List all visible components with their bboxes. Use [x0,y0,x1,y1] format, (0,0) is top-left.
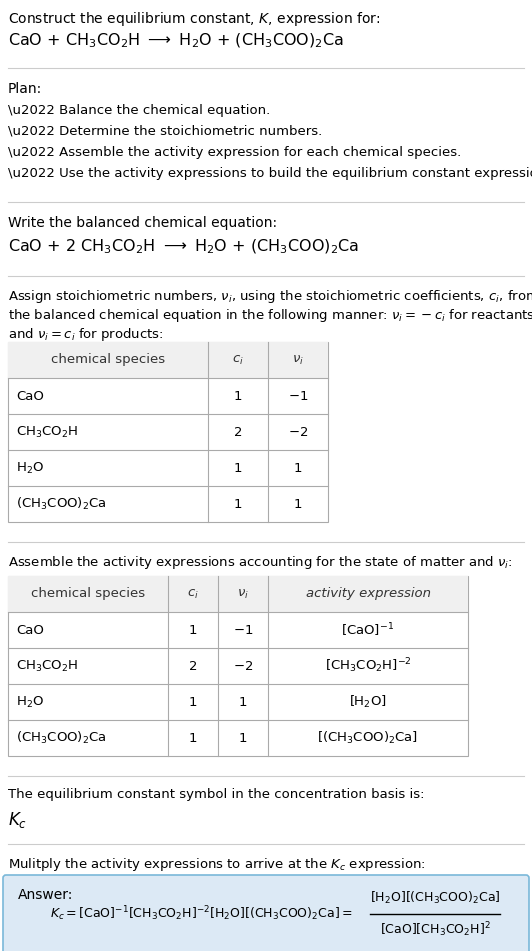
Text: $-2$: $-2$ [288,425,308,438]
Text: $c_i$: $c_i$ [232,354,244,366]
Text: \u2022 Balance the chemical equation.: \u2022 Balance the chemical equation. [8,104,270,117]
Text: $1$: $1$ [293,497,303,511]
Text: 1: 1 [189,695,197,708]
Bar [8,342,328,522]
Text: $-1$: $-1$ [233,624,253,636]
Text: 2: 2 [189,659,197,672]
Text: chemical species: chemical species [51,354,165,366]
Text: Write the balanced chemical equation:: Write the balanced chemical equation: [8,216,277,230]
Text: [CH$_3$CO$_2$H]$^{-2}$: [CH$_3$CO$_2$H]$^{-2}$ [325,656,411,675]
Text: the balanced chemical equation in the following manner: $\nu_i = -c_i$ for react: the balanced chemical equation in the fo… [8,307,532,324]
Text: 1: 1 [189,731,197,745]
Text: activity expression: activity expression [305,588,430,600]
Text: $c_i$: $c_i$ [187,588,199,600]
Text: 1: 1 [234,390,242,402]
Bar [8,342,328,378]
Text: $[\mathrm{H_2O}][(\mathrm{CH_3COO})_2\mathrm{Ca}]$: $[\mathrm{H_2O}][(\mathrm{CH_3COO})_2\ma… [370,890,500,906]
Text: 1: 1 [234,497,242,511]
Text: (CH$_3$COO)$_2$Ca: (CH$_3$COO)$_2$Ca [16,730,106,746]
Text: \u2022 Assemble the activity expression for each chemical species.: \u2022 Assemble the activity expression … [8,146,461,159]
Text: H$_2$O: H$_2$O [16,460,44,476]
Text: Assign stoichiometric numbers, $\nu_i$, using the stoichiometric coefficients, $: Assign stoichiometric numbers, $\nu_i$, … [8,288,532,305]
Text: [CaO]$^{-1}$: [CaO]$^{-1}$ [342,621,395,639]
Text: \u2022 Use the activity expressions to build the equilibrium constant expression: \u2022 Use the activity expressions to b… [8,167,532,180]
Text: CaO: CaO [16,390,44,402]
Text: $\nu_i$: $\nu_i$ [237,588,249,600]
Text: chemical species: chemical species [31,588,145,600]
Text: $K_c = [\mathrm{CaO}]^{-1}[\mathrm{CH_3CO_2H}]^{-2}[\mathrm{H_2O}][(\mathrm{CH_3: $K_c = [\mathrm{CaO}]^{-1}[\mathrm{CH_3C… [50,904,353,923]
FancyBboxPatch shape [3,875,529,951]
Text: $-2$: $-2$ [233,659,253,672]
Text: 1: 1 [234,461,242,475]
Text: H$_2$O: H$_2$O [16,694,44,709]
Bar [8,576,468,756]
Text: Answer:: Answer: [18,888,73,902]
Text: The equilibrium constant symbol in the concentration basis is:: The equilibrium constant symbol in the c… [8,788,425,801]
Text: 2: 2 [234,425,242,438]
Text: \u2022 Determine the stoichiometric numbers.: \u2022 Determine the stoichiometric numb… [8,125,322,138]
Text: CH$_3$CO$_2$H: CH$_3$CO$_2$H [16,658,78,673]
Text: $-1$: $-1$ [288,390,308,402]
Text: $\nu_i$: $\nu_i$ [292,354,304,366]
Text: Plan:: Plan: [8,82,42,96]
Text: (CH$_3$COO)$_2$Ca: (CH$_3$COO)$_2$Ca [16,496,106,512]
Text: and $\nu_i = c_i$ for products:: and $\nu_i = c_i$ for products: [8,326,164,343]
Text: $K_c$: $K_c$ [8,810,27,830]
Text: Assemble the activity expressions accounting for the state of matter and $\nu_i$: Assemble the activity expressions accoun… [8,554,513,571]
Text: CH$_3$CO$_2$H: CH$_3$CO$_2$H [16,424,78,439]
Text: $1$: $1$ [238,695,247,708]
Text: $[\mathrm{CaO}][\mathrm{CH_3CO_2H}]^2$: $[\mathrm{CaO}][\mathrm{CH_3CO_2H}]^2$ [380,920,491,939]
Text: CaO: CaO [16,624,44,636]
Text: [(CH$_3$COO)$_2$Ca]: [(CH$_3$COO)$_2$Ca] [318,730,419,746]
Text: [H$_2$O]: [H$_2$O] [349,694,387,710]
Text: Construct the equilibrium constant, $K$, expression for:: Construct the equilibrium constant, $K$,… [8,10,380,28]
Text: 1: 1 [189,624,197,636]
Text: CaO + CH$_3$CO$_2$H $\longrightarrow$ H$_2$O + (CH$_3$COO)$_2$Ca: CaO + CH$_3$CO$_2$H $\longrightarrow$ H$… [8,32,344,50]
Text: $1$: $1$ [293,461,303,475]
Text: Mulitply the activity expressions to arrive at the $K_c$ expression:: Mulitply the activity expressions to arr… [8,856,426,873]
Text: $1$: $1$ [238,731,247,745]
Text: CaO + 2 CH$_3$CO$_2$H $\longrightarrow$ H$_2$O + (CH$_3$COO)$_2$Ca: CaO + 2 CH$_3$CO$_2$H $\longrightarrow$ … [8,238,359,257]
Bar [8,576,468,612]
